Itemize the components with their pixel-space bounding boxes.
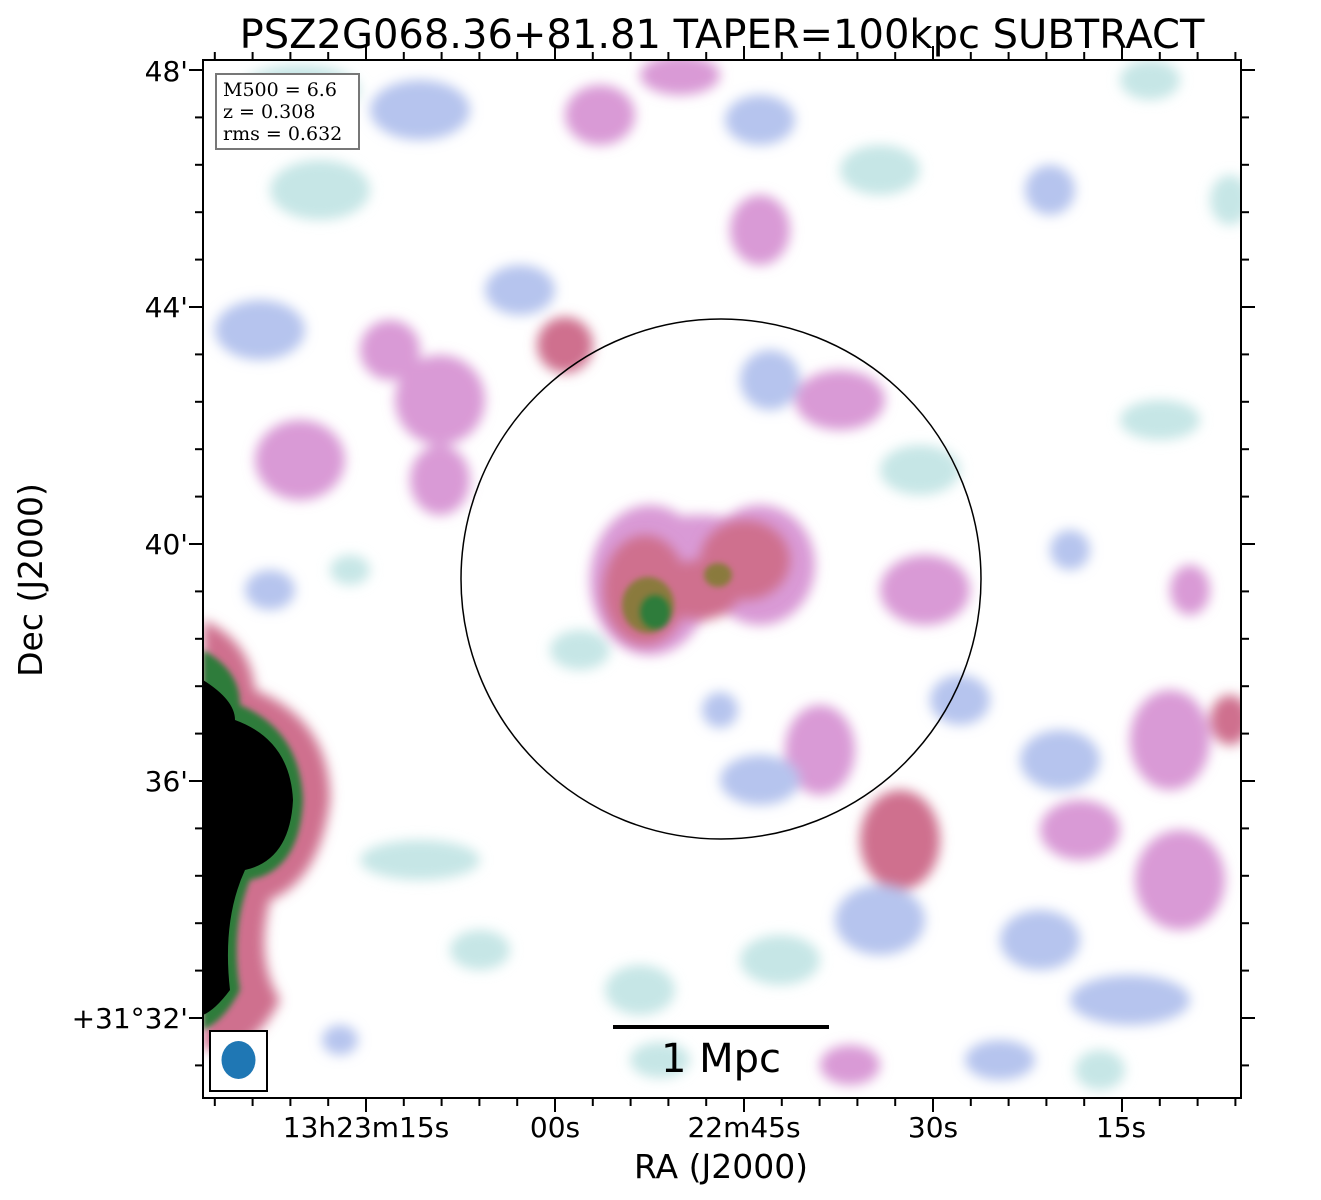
y-tick-label: 48' xyxy=(145,55,188,88)
x-tick-label: 22m45s xyxy=(687,1111,800,1144)
scale-bar: 1 Mpc xyxy=(613,1025,829,1082)
cluster-circle xyxy=(460,318,982,840)
x-tick-label: 13h23m15s xyxy=(283,1111,450,1144)
x-tick-label: 00s xyxy=(530,1111,580,1144)
y-tick-label: 44' xyxy=(145,291,188,324)
info-rms: rms = 0.632 xyxy=(223,123,342,145)
x-tick-labels: 13h23m15s 00s 22m45s 30s 15s xyxy=(283,1111,1146,1144)
x-tick-label: 15s xyxy=(1096,1111,1146,1144)
y-tick-label: 40' xyxy=(145,528,188,561)
scale-bar-label: 1 Mpc xyxy=(661,1036,781,1082)
info-redshift: z = 0.308 xyxy=(223,101,315,123)
bright-edge-source xyxy=(203,620,330,1050)
x-tick-label: 30s xyxy=(908,1111,958,1144)
beam-box xyxy=(209,1030,268,1092)
emission-layer xyxy=(203,60,1241,1090)
chart-title: PSZ2G068.36+81.81 TAPER=100kpc SUBTRACT xyxy=(240,12,1205,58)
y-tick-label: +31°32' xyxy=(72,1002,188,1035)
noise-blobs xyxy=(215,60,1241,1090)
x-axis-label: RA (J2000) xyxy=(634,1147,808,1186)
beam-ellipse xyxy=(221,1041,256,1079)
info-box: M500 = 6.6 z = 0.308 rms = 0.632 xyxy=(215,73,360,150)
info-mass: M500 = 6.6 xyxy=(223,79,337,101)
y-axis-label: Dec (J2000) xyxy=(11,483,50,677)
y-tick-label: 36' xyxy=(145,765,188,798)
central-halo xyxy=(590,505,815,655)
axes-frame xyxy=(202,59,1242,1099)
axis-ticks xyxy=(189,46,1255,1112)
y-tick-labels: 48' 44' 40' 36' +31°32' xyxy=(72,55,188,1035)
